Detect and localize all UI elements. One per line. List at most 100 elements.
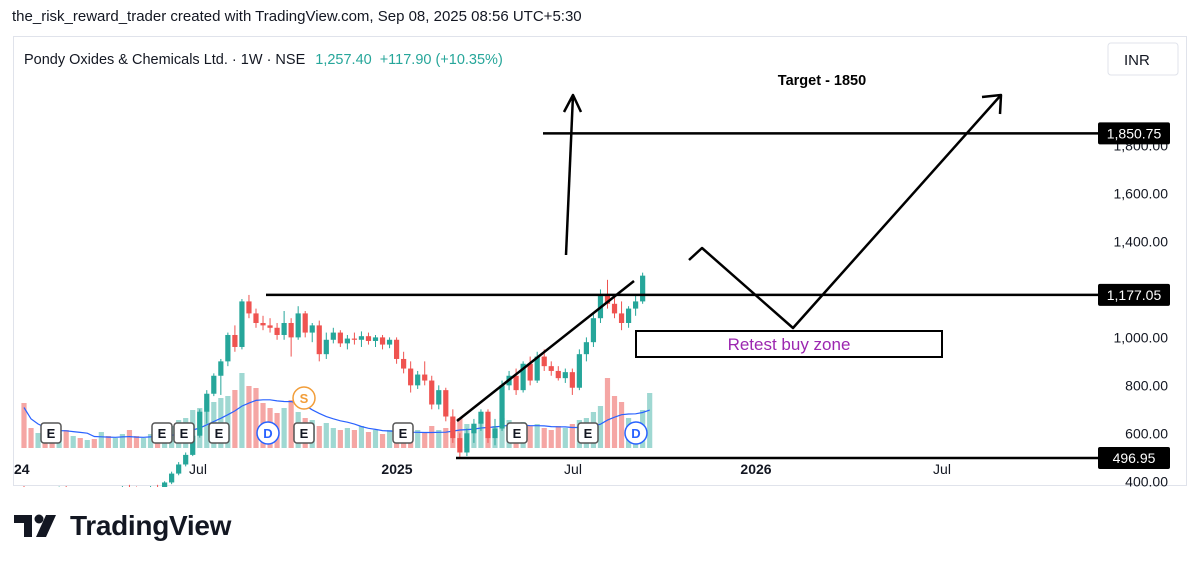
dividend-marker[interactable]: [624, 421, 648, 445]
volume-average-layer: [23, 399, 650, 438]
candle-body: [365, 336, 372, 341]
candle-body: [246, 301, 252, 314]
candle-body: [288, 322, 294, 338]
candle-body: [457, 438, 463, 453]
time-tick-label: Jul: [933, 461, 951, 477]
price-chart[interactable]: Target - 1850 Retest buy zone E E E E D E E E E DS…: [14, 37, 1188, 487]
volume-bar: [555, 426, 561, 448]
volume-bar: [77, 438, 83, 448]
candle-body: [379, 337, 386, 345]
dividend-marker[interactable]: [256, 421, 280, 445]
candle-body: [569, 372, 575, 388]
candle-body: [169, 473, 175, 483]
earnings-marker-label: E: [215, 426, 224, 441]
volume-bar: [534, 424, 540, 448]
earnings-marker-label: E: [584, 426, 593, 441]
candle-body: [218, 361, 224, 376]
price-label-text: 496.95: [1113, 450, 1156, 466]
candle-body: [267, 325, 273, 328]
retest-zone-box: [635, 330, 943, 358]
volume-bar: [204, 400, 210, 448]
volume-bar: [562, 428, 568, 448]
volume-bar: [84, 440, 90, 448]
split-marker-label: S: [300, 391, 309, 406]
candle-body: [625, 308, 632, 323]
candle-body: [471, 423, 477, 434]
earnings-marker-label: E: [158, 426, 167, 441]
volume-bar: [225, 396, 231, 448]
attribution-header: the_risk_reward_trader created with Trad…: [12, 8, 582, 25]
candle-body: [485, 411, 491, 439]
volume-bar: [618, 402, 625, 448]
price-label-text: 1,177.05: [1107, 287, 1162, 303]
volume-bar: [281, 408, 287, 448]
currency-button[interactable]: [1107, 42, 1179, 76]
retest-zone-label: Retest buy zone: [728, 335, 851, 354]
earnings-marker-label: E: [47, 426, 56, 441]
earnings-marker[interactable]: [577, 422, 599, 444]
candle-body: [633, 301, 639, 309]
candle-body: [499, 385, 505, 429]
candle-body: [534, 356, 540, 381]
earnings-marker[interactable]: [151, 422, 173, 444]
earnings-marker[interactable]: [506, 422, 528, 444]
candle-body: [162, 482, 168, 487]
candle-body: [450, 416, 456, 439]
target-label: Target - 1850: [778, 73, 866, 89]
time-tick-label: Jul: [564, 461, 582, 477]
volume-bar: [119, 434, 126, 448]
candle-body: [393, 339, 400, 359]
volume-bar: [372, 430, 379, 448]
candle-body: [541, 356, 547, 367]
price-label-box: [1098, 283, 1170, 306]
candle-body: [204, 393, 210, 412]
candle-body: [232, 334, 238, 347]
volume-bar: [647, 393, 653, 448]
candle-body: [527, 363, 533, 381]
earnings-marker[interactable]: [173, 422, 195, 444]
time-tick-label: 24: [14, 461, 30, 477]
earnings-marker[interactable]: [40, 422, 62, 444]
price-label-box: [1098, 122, 1170, 145]
candle-body: [562, 372, 568, 379]
candle-body: [443, 390, 449, 417]
earnings-marker[interactable]: [208, 422, 230, 444]
volume-bar: [597, 406, 604, 448]
volume-bar: [358, 426, 365, 448]
candles-layer: [23, 272, 646, 487]
candle-body: [492, 428, 498, 439]
legend-last-price: 1,257.40: [315, 52, 371, 68]
candle-body: [211, 375, 217, 394]
earnings-marker[interactable]: [392, 422, 414, 444]
candle-body: [183, 454, 189, 465]
volume-bar: [140, 438, 147, 448]
earnings-marker[interactable]: [293, 422, 315, 444]
volume-bar: [436, 430, 442, 448]
volume-bar: [541, 428, 547, 448]
candle-body: [337, 332, 343, 344]
volume-bar: [351, 430, 358, 448]
events-layer: E E E E D E E E E DS: [40, 386, 648, 445]
split-marker[interactable]: [292, 386, 316, 410]
volume-bar: [112, 438, 118, 448]
volume-bar: [239, 373, 245, 448]
candle-body: [260, 322, 266, 326]
price-tick-label: 1,400.00: [1114, 233, 1169, 249]
candle-body: [344, 338, 350, 344]
earnings-marker-label: E: [180, 426, 189, 441]
candle-body: [520, 363, 526, 391]
candle-body: [415, 374, 421, 386]
earnings-marker-label: E: [513, 426, 522, 441]
volume-bar: [604, 378, 611, 448]
candle-body: [555, 370, 561, 379]
currency-label: INR: [1124, 52, 1150, 69]
price-tick-label: 600.00: [1125, 425, 1168, 441]
earnings-marker-label: E: [399, 426, 408, 441]
candle-body: [190, 435, 196, 455]
legend-symbol: Pondy Oxides & Chemicals Ltd. · 1W · NSE: [24, 52, 306, 68]
arrow-head: [562, 93, 583, 113]
candle-body: [513, 375, 519, 391]
volume-bar: [386, 430, 393, 448]
candle-body: [548, 366, 554, 371]
